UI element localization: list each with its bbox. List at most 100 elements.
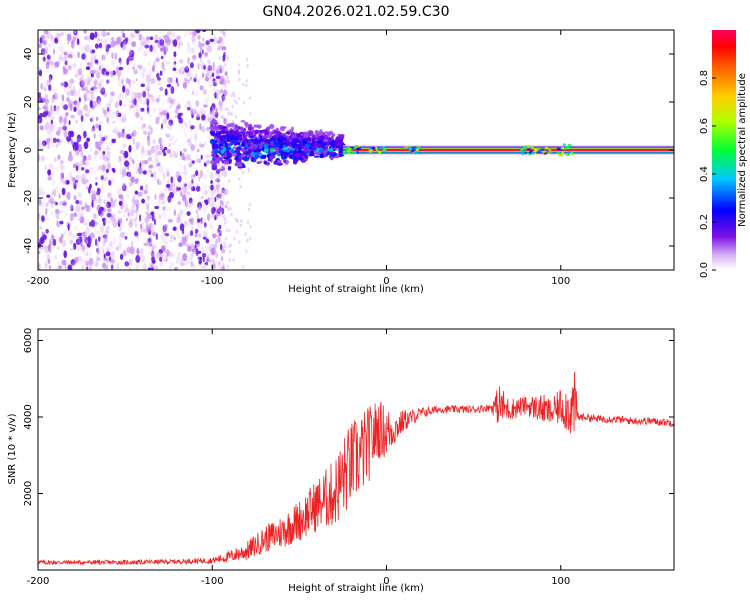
spectral-carrier-perturbation [568, 150, 572, 154]
spectral-noise-dot [210, 69, 214, 76]
spectral-noise-dot [198, 111, 202, 116]
spectral-noise-dot [47, 143, 50, 150]
spectral-noise-dot [106, 116, 109, 124]
spectral-noise-dot [177, 113, 182, 120]
x-tick-label: 100 [551, 276, 570, 287]
snr-y-ticks: 2000 4000 6000 [23, 328, 674, 506]
spectral-noise-dot [58, 210, 63, 215]
spectral-noise-dot [146, 111, 150, 115]
spectral-noise-dot [160, 152, 165, 159]
spectral-noise-dot [130, 240, 134, 249]
spectral-noise-dot [223, 171, 228, 178]
spectral-noise-dot [141, 198, 146, 204]
spectral-noise-dot [50, 60, 54, 69]
spectral-noise-dot [66, 191, 71, 200]
spectral-noise-dot [113, 199, 117, 203]
spectral-noise-dot [112, 111, 116, 115]
spectral-noise-dot [166, 235, 170, 243]
spectral-noise-dot [208, 80, 212, 88]
spectral-noise-dot [145, 97, 148, 105]
spectral-noise-dot [148, 61, 151, 66]
spectral-noise-dot [44, 84, 48, 92]
spectral-noise-dot [240, 219, 243, 223]
spectral-noise-dot [224, 84, 228, 89]
spectral-noise-dot [137, 192, 142, 197]
spectral-noise-dot [63, 68, 69, 75]
spectral-noise-dot [166, 97, 171, 103]
spectral-noise-dot [154, 218, 156, 226]
spectral-transition-dot [250, 151, 256, 157]
spectral-noise-dot [230, 212, 233, 217]
spectral-noise-dot [67, 83, 72, 89]
spectral-noise-dot [66, 91, 71, 99]
spectral-noise-dot [46, 194, 51, 198]
spectral-noise-dot [127, 267, 133, 270]
spectral-noise-dot [211, 213, 216, 218]
spectral-noise-dot [149, 36, 154, 41]
spectral-noise-dot [38, 69, 43, 77]
spectral-noise-dot [84, 202, 87, 209]
spectral-noise-dot [162, 61, 165, 69]
spectral-noise-dot [196, 185, 201, 192]
spectral-noise-dot [69, 31, 73, 39]
spectral-noise-dot [207, 196, 211, 204]
spectral-noise-dot [113, 237, 117, 242]
spectral-noise-dot [203, 104, 208, 108]
spectral-transition-dot [247, 139, 251, 143]
spectral-noise-dot [154, 231, 158, 236]
spectral-transition-dot [227, 165, 232, 171]
spectral-carrier-perturbation [561, 146, 565, 150]
spectral-noise-dot [132, 159, 135, 165]
spectral-noise-dot [63, 85, 67, 93]
spectral-noise-dot [138, 64, 143, 69]
spectral-noise-dot [128, 220, 133, 228]
spectral-noise-dot [210, 180, 213, 184]
spectral-noise-dot [86, 81, 91, 86]
spectral-transition-dot [338, 136, 344, 140]
spectral-noise-dot [73, 163, 76, 168]
spectral-transition-dot [282, 160, 287, 163]
spectral-noise-dot [103, 171, 108, 176]
spectral-noise-dot [78, 200, 83, 206]
spectral-noise-dot [148, 169, 153, 175]
spectral-noise-dot [150, 126, 153, 135]
spectral-carrier-perturbation [347, 152, 351, 156]
spectral-transition-dot [231, 139, 238, 143]
spectral-noise-dot [110, 251, 115, 259]
spectral-transition-dot [261, 154, 267, 160]
spectral-noise-dot [119, 61, 122, 66]
spectral-noise-dot [204, 98, 207, 104]
spectral-carrier-perturbation [565, 153, 569, 156]
spectral-noise-dot [230, 93, 233, 98]
spectral-noise-dot [95, 182, 98, 186]
spectral-noise-dot [77, 178, 81, 183]
spectral-noise-dot [242, 264, 245, 269]
spectral-carrier-perturbation [542, 150, 546, 154]
spectral-noise-dot [55, 167, 59, 172]
spectral-noise-dot [199, 123, 202, 131]
spectral-noise-dot [117, 209, 123, 214]
spectral-noise-dot [235, 114, 238, 119]
spectral-noise-dot [155, 265, 159, 270]
spectral-noise-dot [52, 107, 58, 116]
spectral-noise-dot [154, 50, 157, 55]
spectral-noise-dot [83, 141, 89, 150]
spectral-noise-dot [211, 247, 216, 256]
spectral-noise-dot [101, 183, 105, 191]
spectral-noise-dot [64, 121, 67, 125]
spectral-noise-dot [117, 133, 121, 139]
spectral-transition-dot [229, 122, 235, 128]
spectral-noise-dot [94, 238, 98, 246]
spectral-noise-dot [67, 223, 70, 231]
spectral-noise-dot [63, 104, 69, 111]
spectral-noise-dot [203, 173, 208, 181]
spectral-noise-dot [209, 224, 213, 230]
spectral-noise-dot [106, 247, 110, 252]
spectral-noise-dot [211, 243, 214, 248]
spectral-noise-dot [58, 265, 63, 270]
spectral-noise-dot [189, 217, 193, 223]
spectral-noise-dot [61, 166, 66, 172]
spectral-noise-dot [74, 91, 78, 99]
spectral-noise-dot [43, 260, 49, 265]
spectral-noise-dot [38, 92, 42, 97]
